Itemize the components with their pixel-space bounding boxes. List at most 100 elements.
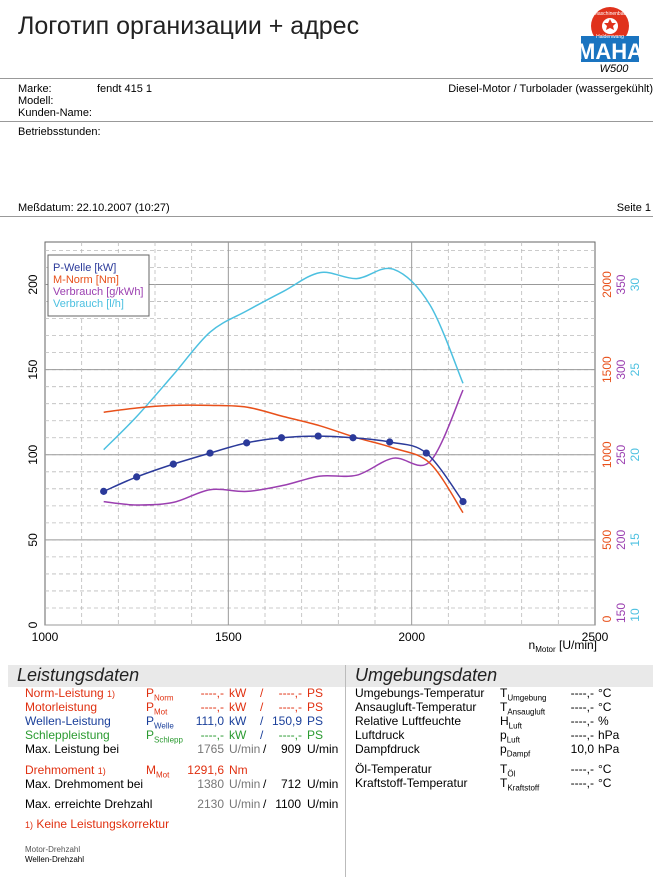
chart-series	[100, 267, 467, 514]
legend-item: M-Norm [Nm]	[53, 274, 119, 286]
y-tick-left: 50	[26, 533, 40, 547]
page-title: Логотип организации + адрес	[18, 12, 360, 40]
date-divider	[0, 216, 653, 217]
umgebung-row-4-symbol: pDampf	[500, 742, 531, 759]
series-point-p-welle	[386, 438, 394, 446]
leistung-row-2-v1: 111,0	[195, 714, 224, 728]
umgebung-row-4-value: 10,0	[570, 742, 594, 756]
x-tick-label: 2000	[398, 630, 425, 644]
y-tick-right-nm: 2000	[600, 271, 614, 298]
umgebung-row-6-value: ----,-	[570, 776, 594, 790]
chart-legend: P-Welle [kW]M-Norm [Nm]Verbrauch [g/kWh]…	[47, 254, 150, 317]
legend-item: Verbrauch [g/kWh]	[53, 286, 144, 298]
max-leistung-v2: 909	[280, 742, 301, 756]
leistung-row-2-symbol: PWelle	[146, 714, 174, 731]
x-label-sub: Motor	[535, 645, 556, 654]
y-tick-right-gkwh: 150	[614, 603, 628, 623]
info-divider	[0, 121, 653, 122]
y-tick-right-lh: 20	[628, 448, 642, 462]
series-point-p-welle	[100, 487, 108, 495]
chart-grid	[44, 241, 596, 626]
max-drehzahl-v1: 2130	[197, 797, 224, 811]
marke-label: Marke:	[18, 83, 52, 95]
max-drehzahl-sep: /	[263, 797, 267, 811]
y-tick-right-lh: 30	[628, 278, 642, 292]
x-tick-label: 2500	[582, 630, 609, 644]
leistung-row-0-u2: PS	[307, 686, 324, 700]
max-drehzahl-v2: 1100	[275, 797, 301, 811]
max-leistung-v1: 1765	[197, 742, 224, 756]
series-point-p-welle	[422, 449, 430, 457]
umgebung-row-5-value: ----,-	[570, 762, 594, 776]
umgebung-row-6-label: Kraftstoff-Temperatur	[355, 776, 468, 790]
umgebung-row-0-unit: °C	[598, 686, 612, 700]
max-leistung-u2: U/min	[307, 742, 339, 756]
leistung-row-1-v2: ----,-	[278, 700, 302, 714]
x-tick-label: 1500	[215, 630, 242, 644]
umgebung-row-3-value: ----,-	[570, 728, 594, 742]
leistung-row-0-u1: kW	[229, 686, 247, 700]
leistung-row-1-u2: PS	[307, 700, 324, 714]
leistung-row-1-symbol: PMot	[146, 700, 168, 717]
y-tick-left: 0	[26, 621, 40, 628]
series-line-verbrauch-g	[103, 389, 464, 506]
drehmoment-u1: Nm	[229, 763, 248, 777]
engine-type: Diesel-Motor / Turbolader (wassergekühlt…	[448, 83, 653, 95]
leistung-row-3-label: Schleppleistung	[25, 728, 110, 742]
max-drehzahl-u2: U/min	[307, 797, 339, 811]
leistung-row-3-v2: ----,-	[278, 728, 302, 742]
leistung-row-2-sep: /	[260, 714, 264, 728]
umgebung-row-6-symbol: TKraftstoff	[500, 776, 540, 793]
hours-label: Betriebsstunden:	[18, 126, 101, 138]
leistung-row-2-v2: 150,9	[271, 714, 302, 728]
leistung-row-1-u1: kW	[229, 700, 247, 714]
note-motor-drehzahl: Motor-Drehzahl	[25, 845, 81, 854]
y-tick-right-nm: 1500	[600, 356, 614, 383]
drehmoment-v1: 1291,6	[187, 763, 224, 777]
leistung-row-2-label: Wellen-Leistung	[25, 714, 111, 728]
leistung-row-3-u1: kW	[229, 728, 247, 742]
series-point-p-welle	[349, 434, 357, 442]
series-line-p-welle	[103, 435, 464, 503]
logo-model: W500	[599, 63, 629, 75]
leistung-row-1-sep: /	[260, 700, 264, 714]
umgebung-row-2-label: Relative Luftfeuchte	[355, 714, 462, 728]
umgebung-row-3-unit: hPa	[598, 728, 620, 742]
umgebung-row-3-label: Luftdruck	[355, 728, 405, 742]
logo-text-bottom: Haldenwang	[596, 34, 624, 40]
series-point-p-welle	[459, 497, 467, 506]
leistung-row-0-sep: /	[260, 686, 264, 700]
series-point-p-welle	[314, 432, 322, 440]
y-tick-right-lh: 10	[628, 608, 642, 622]
y-tick-right-lh: 25	[628, 363, 642, 377]
y-tick-right-nm: 1000	[600, 441, 614, 468]
max-drehmoment-u1: U/min	[229, 777, 261, 791]
leistung-row-0-symbol: PNorm	[146, 686, 174, 703]
umgebung-row-5-symbol: TÖl	[500, 762, 516, 779]
x-axis-label: nMotor [U/min]	[529, 638, 597, 654]
leistung-row-3-u2: PS	[307, 728, 324, 742]
series-point-p-welle	[133, 473, 141, 481]
section-divider	[345, 665, 346, 877]
umgebung-row-5-label: Öl-Temperatur	[355, 762, 432, 776]
maha-logo: MAHA Maschinenbau Haldenwang	[577, 6, 643, 64]
leistung-row-1-v1: ----,-	[200, 700, 224, 714]
y-tick-right-gkwh: 200	[614, 530, 628, 550]
y-tick-right-nm: 500	[600, 530, 614, 550]
legend-item: Verbrauch [l/h]	[53, 298, 124, 310]
series-line-m-norm	[103, 404, 464, 514]
y-tick-right-gkwh: 300	[614, 359, 628, 379]
max-leistung-label: Max. Leistung bei	[25, 742, 120, 756]
modell-label: Modell:	[18, 95, 54, 107]
max-drehzahl-label: Max. erreichte Drehzahl	[25, 797, 153, 811]
leistung-row-2-u2: PS	[307, 714, 324, 728]
leistung-row-0-v1: ----,-	[200, 686, 224, 700]
note-wellen-drehzahl: Wellen-Drehzahl	[25, 855, 84, 864]
y-tick-right-lh: 15	[628, 533, 642, 547]
umgebung-row-4-unit: hPa	[598, 742, 620, 756]
leistung-row-3-v1: ----,-	[200, 728, 224, 742]
drehmoment-symbol: MMot	[146, 763, 170, 780]
leistung-title: Leistungsdaten	[17, 665, 140, 685]
page-number: Seite 1	[616, 202, 651, 214]
